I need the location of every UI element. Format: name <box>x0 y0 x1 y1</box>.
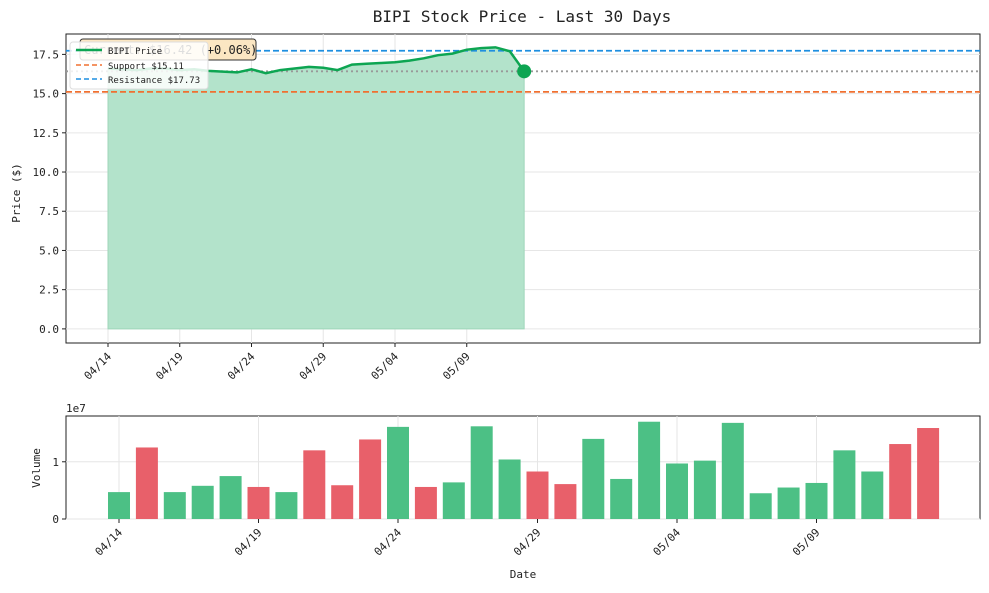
volume-bar <box>414 486 437 519</box>
volume-xtick-label: 05/04 <box>651 526 684 559</box>
volume-bar <box>135 447 158 519</box>
volume-bar <box>582 438 605 519</box>
price-ytick-label: 2.5 <box>39 284 59 297</box>
volume-x-axis-label: Date <box>510 568 537 581</box>
legend-box <box>69 41 209 90</box>
volume-bar <box>889 444 912 519</box>
volume-bar <box>526 471 549 519</box>
volume-scale-label: 1e7 <box>66 402 86 415</box>
volume-xtick-label: 04/19 <box>232 526 265 559</box>
price-xtick-label: 05/09 <box>440 350 473 383</box>
volume-bar <box>470 426 493 519</box>
volume-bar <box>693 460 716 519</box>
volume-xtick-label: 04/24 <box>372 526 405 559</box>
price-ytick-label: 10.0 <box>33 166 60 179</box>
price-xtick-label: 05/04 <box>369 350 402 383</box>
volume-bar <box>498 459 521 519</box>
price-y-axis-label: Price ($) <box>10 163 23 223</box>
volume-bar <box>554 484 577 519</box>
volume-bar <box>777 487 800 519</box>
volume-bar <box>610 478 633 519</box>
volume-bar <box>163 492 186 519</box>
volume-bar <box>666 463 688 519</box>
price-xtick-label: 04/24 <box>225 350 258 383</box>
price-ytick-label: 12.5 <box>33 127 60 140</box>
chart-title: BIPI Stock Price - Last 30 Days <box>373 7 672 26</box>
volume-bar <box>805 482 828 519</box>
volume-xtick-label: 04/29 <box>511 526 544 559</box>
volume-bar <box>833 450 856 519</box>
price-xtick-label: 04/14 <box>82 350 115 383</box>
volume-bar <box>247 486 270 519</box>
price-plot-frame <box>65 33 981 344</box>
volume-bar <box>749 493 772 519</box>
volume-bar <box>917 428 940 519</box>
volume-bar <box>721 422 744 519</box>
volume-bar <box>191 485 214 519</box>
volume-ytick-label: 0 <box>52 513 59 526</box>
volume-bar <box>387 426 409 519</box>
volume-bar <box>303 450 326 519</box>
volume-bar <box>442 482 465 519</box>
price-ytick-label: 17.5 <box>33 48 60 61</box>
volume-bar <box>861 471 884 519</box>
price-ytick-label: 0.0 <box>39 323 59 336</box>
price-xtick-label: 04/19 <box>153 350 186 383</box>
legend-support-label: Support $15.11 <box>108 62 184 72</box>
price-legend: BIPI Price Support $15.11 Resistance $17… <box>69 41 209 90</box>
volume-bar <box>638 421 661 519</box>
price-ytick-label: 5.0 <box>39 244 59 257</box>
volume-y-axis-label: Volume <box>30 448 43 488</box>
legend-price-label: BIPI Price <box>108 47 162 57</box>
volume-bar <box>359 439 382 519</box>
price-xtick-label: 04/29 <box>297 350 330 383</box>
volume-bar <box>219 476 242 519</box>
price-area-fill <box>107 46 525 330</box>
price-ytick-label: 15.0 <box>33 88 60 101</box>
volume-xtick-label: 04/14 <box>93 526 126 559</box>
volume-xtick-label: 05/09 <box>790 526 823 559</box>
volume-bar <box>331 485 354 519</box>
price-ytick-label: 7.5 <box>39 205 59 218</box>
volume-bar <box>275 492 298 519</box>
legend-resistance-label: Resistance $17.73 <box>108 76 200 86</box>
volume-ytick-label: 1 <box>52 456 59 469</box>
last-price-marker <box>517 64 532 79</box>
volume-bar <box>108 492 130 519</box>
